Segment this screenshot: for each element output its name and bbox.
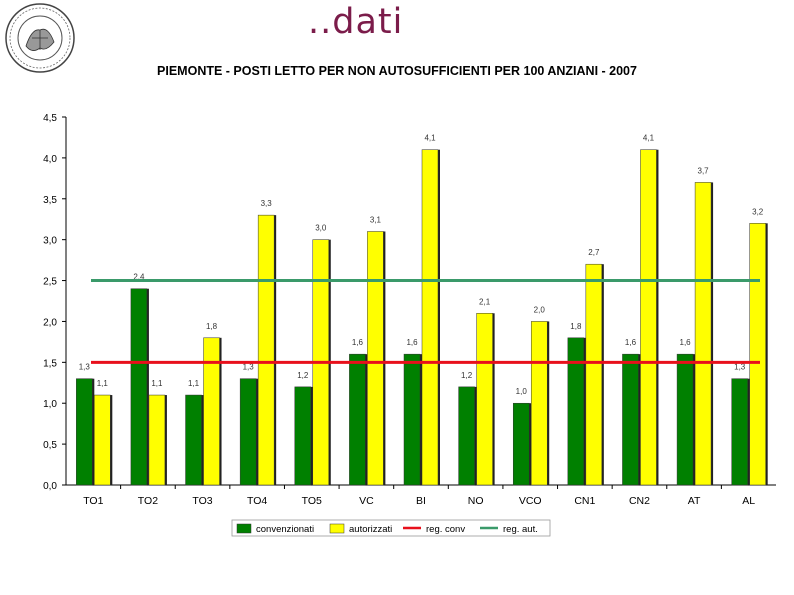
- data-label: 2,0: [534, 305, 546, 314]
- bar-autorizzati-VC: [367, 231, 384, 486]
- data-label: 3,0: [315, 224, 327, 233]
- bar-convenzionati-TO1: [76, 378, 93, 486]
- category-label: TO5: [302, 495, 322, 507]
- data-label: 1,3: [734, 363, 746, 372]
- bar-convenzionati-BI: [403, 353, 421, 486]
- bar-convenzionati-TO4: [239, 378, 257, 486]
- y-tick-label: 3,5: [43, 195, 57, 206]
- y-tick-label: 0,5: [43, 440, 57, 451]
- data-label: 1,1: [188, 379, 200, 388]
- bar-convenzionati-TO3: [185, 394, 202, 486]
- data-label: 3,7: [698, 166, 710, 175]
- data-label: 4,1: [424, 134, 436, 143]
- bar-autorizzati-AT: [694, 182, 712, 486]
- category-label: CN1: [574, 495, 595, 507]
- data-label: 1,6: [625, 338, 637, 347]
- data-label: 3,3: [261, 199, 273, 208]
- bar-autorizzati-NO: [476, 313, 493, 486]
- y-tick-label: 3,0: [43, 236, 57, 247]
- category-label: TO3: [192, 495, 212, 507]
- data-label: 1,3: [79, 363, 91, 372]
- slide-title: ..dati: [308, 2, 404, 42]
- category-label: BI: [416, 495, 426, 507]
- bar-autorizzati-BI: [421, 149, 439, 486]
- data-label: 1,2: [461, 371, 473, 380]
- category-label: VC: [359, 495, 374, 507]
- bar-autorizzati-TO3: [203, 337, 220, 486]
- data-label: 2,7: [588, 248, 600, 257]
- data-label: 3,2: [752, 207, 764, 216]
- legend-label: autorizzati: [349, 524, 392, 535]
- bar-autorizzati-VCO: [530, 321, 548, 486]
- y-tick-label: 1,5: [43, 358, 57, 369]
- bar-autorizzati-CN2: [640, 149, 657, 486]
- data-label: 1,1: [97, 379, 109, 388]
- category-label: TO1: [83, 495, 103, 507]
- bar-convenzionati-TO5: [294, 386, 312, 486]
- bar-autorizzati-TO1: [94, 394, 111, 486]
- bar-convenzionati-TO2: [130, 288, 148, 486]
- legend-swatch: [329, 523, 345, 534]
- category-label: TO4: [247, 495, 267, 507]
- data-label: 1,0: [516, 387, 528, 396]
- bar-convenzionati-AL: [731, 378, 748, 486]
- data-label: 1,3: [243, 363, 255, 372]
- bar-convenzionati-AT: [676, 353, 694, 486]
- data-label: 2,4: [133, 273, 145, 282]
- data-label: 1,8: [206, 322, 218, 331]
- data-label: 1,6: [680, 338, 692, 347]
- category-label: AL: [742, 495, 755, 507]
- data-label: 1,8: [570, 322, 582, 331]
- y-tick-label: 4,0: [43, 154, 57, 165]
- y-tick-label: 0,0: [43, 481, 57, 492]
- data-label: 3,1: [370, 215, 382, 224]
- data-label: 1,1: [151, 379, 163, 388]
- data-label: 1,6: [406, 338, 418, 347]
- bar-autorizzati-CN1: [585, 263, 603, 486]
- category-label: AT: [688, 495, 701, 507]
- bar-autorizzati-TO2: [148, 394, 166, 486]
- category-label: VCO: [519, 495, 542, 507]
- bar-convenzionati-CN2: [622, 353, 639, 486]
- legend-label: reg. conv: [426, 524, 465, 535]
- bar-autorizzati-AL: [749, 223, 766, 486]
- legend-label: reg. aut.: [503, 524, 538, 535]
- data-label: 1,2: [297, 371, 309, 380]
- bar-convenzionati-VC: [349, 353, 366, 486]
- y-tick-label: 2,5: [43, 277, 57, 288]
- data-label: 4,1: [643, 134, 655, 143]
- legend-swatch: [236, 523, 252, 534]
- chart-title: PIEMONTE - POSTI LETTO PER NON AUTOSUFFI…: [157, 64, 637, 78]
- legend-label: convenzionati: [256, 524, 314, 535]
- university-seal-logo: [5, 3, 75, 73]
- bar-convenzionati-VCO: [512, 402, 530, 486]
- bar-convenzionati-CN1: [567, 337, 585, 486]
- category-label: NO: [468, 495, 484, 507]
- data-label: 2,1: [479, 297, 491, 306]
- y-tick-label: 1,0: [43, 399, 57, 410]
- category-label: CN2: [629, 495, 650, 507]
- y-tick-label: 4,5: [43, 113, 57, 124]
- bar-convenzionati-NO: [458, 386, 475, 486]
- bar-autorizzati-TO4: [257, 214, 275, 486]
- y-tick-label: 2,0: [43, 317, 57, 328]
- data-label: 1,6: [352, 338, 364, 347]
- category-label: TO2: [138, 495, 158, 507]
- legend-box: [231, 519, 551, 537]
